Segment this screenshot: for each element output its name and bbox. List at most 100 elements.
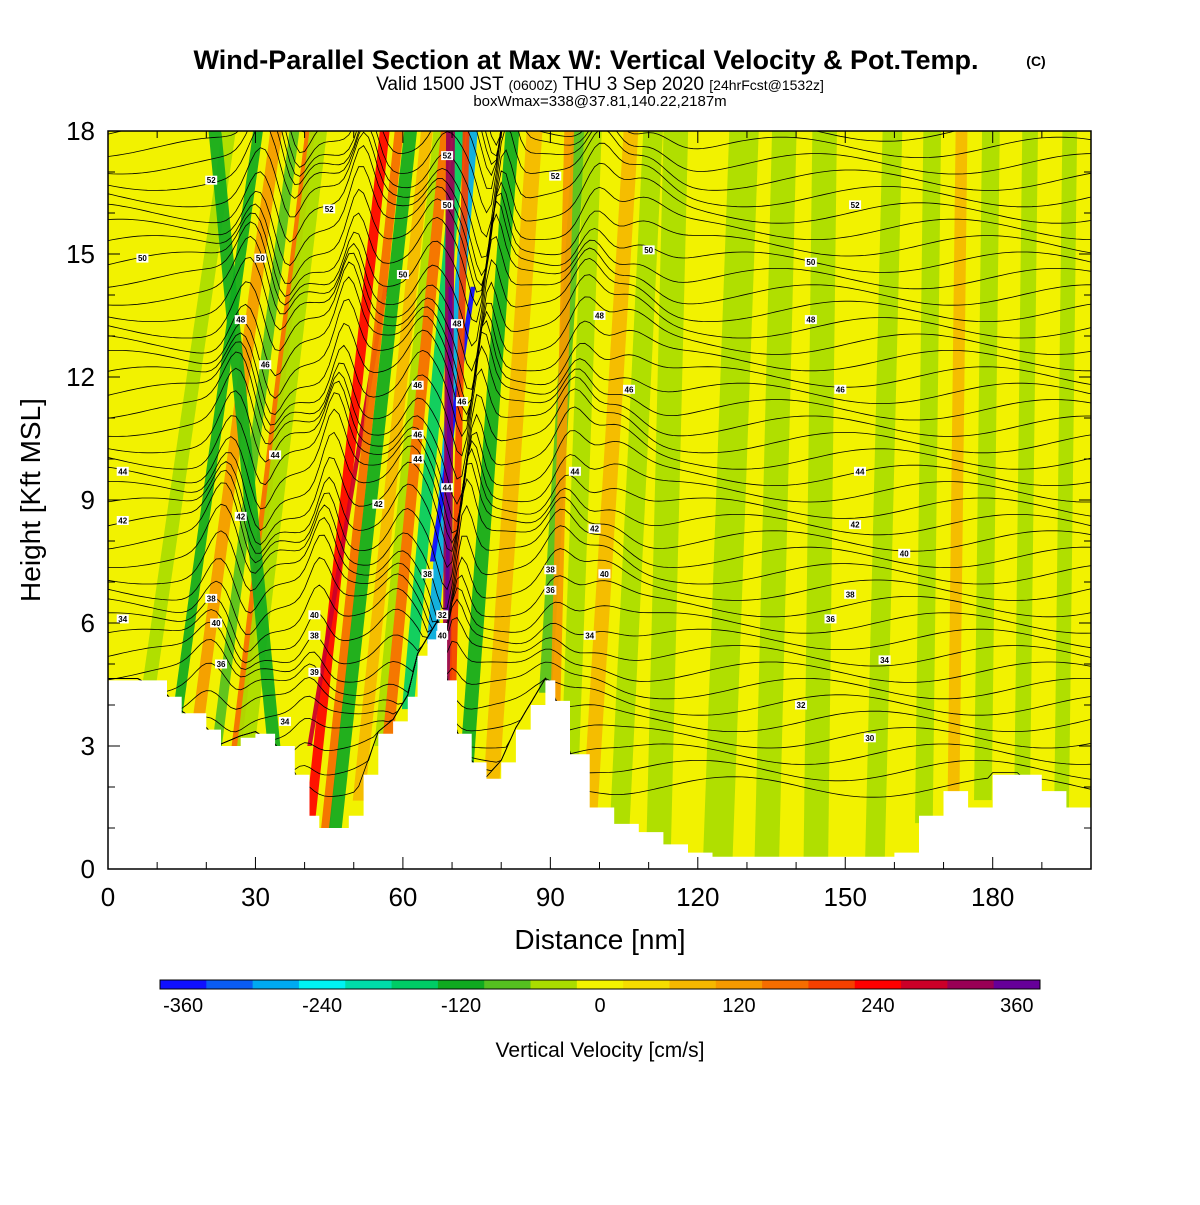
contour-label: 34 — [118, 615, 127, 624]
isentrope-line — [108, 331, 1091, 438]
x-tick-label: 120 — [676, 882, 719, 912]
colorbar-tick-label: -360 — [163, 995, 203, 1017]
contour-label: 30 — [865, 734, 874, 743]
x-tick-label: 30 — [241, 882, 270, 912]
contour-label-bg — [411, 380, 424, 390]
contour-label: 42 — [236, 512, 245, 521]
contour-label-bg — [308, 630, 321, 640]
colorbar-swatch — [901, 980, 948, 989]
contour-label-bg — [269, 450, 282, 460]
colorbar-swatch — [715, 980, 763, 989]
contour-label: 38 — [846, 590, 855, 599]
contour-label: 42 — [118, 517, 127, 526]
colorbar-frame — [159, 979, 1041, 990]
colorbar-swatch — [576, 980, 624, 989]
isentrope-line — [108, 619, 1091, 683]
y-tick-label: 18 — [66, 116, 95, 146]
contour-label-bg — [116, 516, 129, 525]
plot-area: 52 52 52 52 52 50 50 50 50 50 50 48 48 48 48 46 46 46 46 46… — [108, 131, 1091, 869]
chart-subtitle: Valid 1500 JST (0600Z) THU 3 Sep 2020 [2… — [376, 74, 824, 95]
colorbar-swatch — [391, 980, 439, 989]
terrain-layer — [108, 623, 1091, 869]
colorbar-tick-label: 0 — [594, 995, 605, 1017]
isentrope-line — [108, 276, 1091, 406]
contour-label: 52 — [443, 152, 452, 161]
contour-label: 38 — [546, 566, 555, 575]
isentrope-line — [108, 408, 1091, 534]
contour-label-bg — [544, 565, 557, 575]
colorbar-swatch — [298, 980, 346, 989]
contour-label-bg — [568, 466, 581, 476]
contour-label-bg — [878, 655, 891, 665]
contour-labels: 52 52 52 52 52 50 50 50 50 50 50 48 48 48 48 46 46 46 46 46… — [116, 151, 911, 743]
chart-box-info: boxWmax=338@37.81,140.22,2187m — [473, 93, 726, 110]
isentrope-line — [108, 166, 1091, 287]
velocity-band — [459, 131, 520, 766]
x-tick-label: 60 — [388, 882, 417, 912]
velocity-band — [208, 131, 282, 759]
contour-label: 50 — [256, 254, 265, 263]
contour-label-bg — [411, 454, 424, 464]
isentrope-line — [108, 557, 1091, 648]
isentrope-line — [108, 131, 1091, 190]
contour-label: 40 — [900, 549, 909, 558]
velocity-band — [1054, 131, 1078, 817]
colorbar-tick-label: 240 — [861, 995, 894, 1017]
colorbar-tick-label: 360 — [1000, 995, 1033, 1017]
isentrope-line — [108, 200, 1091, 307]
colorbar-swatch — [854, 980, 902, 989]
colorbar-swatch — [947, 980, 995, 989]
contour-label-bg — [642, 245, 655, 255]
contour-label-bg — [421, 569, 434, 579]
contour-label-bg — [593, 311, 606, 320]
colorbar-swatch — [484, 980, 532, 989]
velocity-band — [915, 131, 942, 824]
contour-label: 52 — [851, 201, 860, 210]
contour-label: 46 — [625, 385, 634, 394]
contour-label: 34 — [585, 631, 594, 640]
isentrope-line — [108, 619, 1091, 733]
contour-label: 48 — [453, 320, 462, 329]
contour-label-bg — [436, 630, 449, 640]
colorbar-swatch — [345, 980, 393, 989]
isentrope-line — [108, 298, 1091, 416]
colorbar-tick-label: -240 — [302, 995, 342, 1017]
velocity-band — [754, 131, 797, 869]
isentrope-line — [108, 131, 1091, 214]
colorbar-swatch — [762, 980, 809, 989]
isentrope-line — [108, 145, 1091, 277]
contour-label-bg — [136, 253, 149, 263]
contour-label-bg — [441, 483, 454, 493]
isentrope-line — [108, 619, 1091, 716]
isentrope-line — [108, 478, 1091, 591]
contour-label: 46 — [413, 381, 422, 390]
contour-label: 46 — [413, 430, 422, 439]
isentrope-line — [108, 616, 1091, 670]
isentrope-line — [108, 447, 1091, 553]
contour-label: 44 — [570, 467, 579, 476]
contour-label-bg — [396, 270, 409, 279]
contour-label: 50 — [398, 271, 407, 280]
velocity-band — [947, 131, 968, 810]
isentrope-line — [108, 367, 1091, 480]
contour-label-bg — [544, 585, 557, 595]
contour-label: 39 — [310, 668, 319, 677]
contour-label: 48 — [236, 316, 245, 325]
contour-label: 48 — [806, 316, 815, 325]
x-tick-label: 90 — [536, 882, 565, 912]
contour-label-bg — [436, 610, 449, 620]
isentrope-line — [108, 213, 1091, 323]
contour-label: 50 — [443, 201, 452, 210]
colorbar-swatch — [252, 980, 300, 989]
isentrope-line — [108, 619, 1091, 700]
contour-label: 38 — [423, 570, 432, 579]
contour-label: 44 — [413, 455, 422, 464]
contour-label: 48 — [595, 312, 604, 321]
isentrope-line — [108, 462, 1091, 569]
velocity-band — [483, 131, 543, 786]
contour-label-bg — [441, 200, 454, 210]
colorbar-swatch — [993, 980, 1041, 989]
y-tick-label: 3 — [81, 731, 95, 761]
velocity-band — [974, 131, 1000, 801]
